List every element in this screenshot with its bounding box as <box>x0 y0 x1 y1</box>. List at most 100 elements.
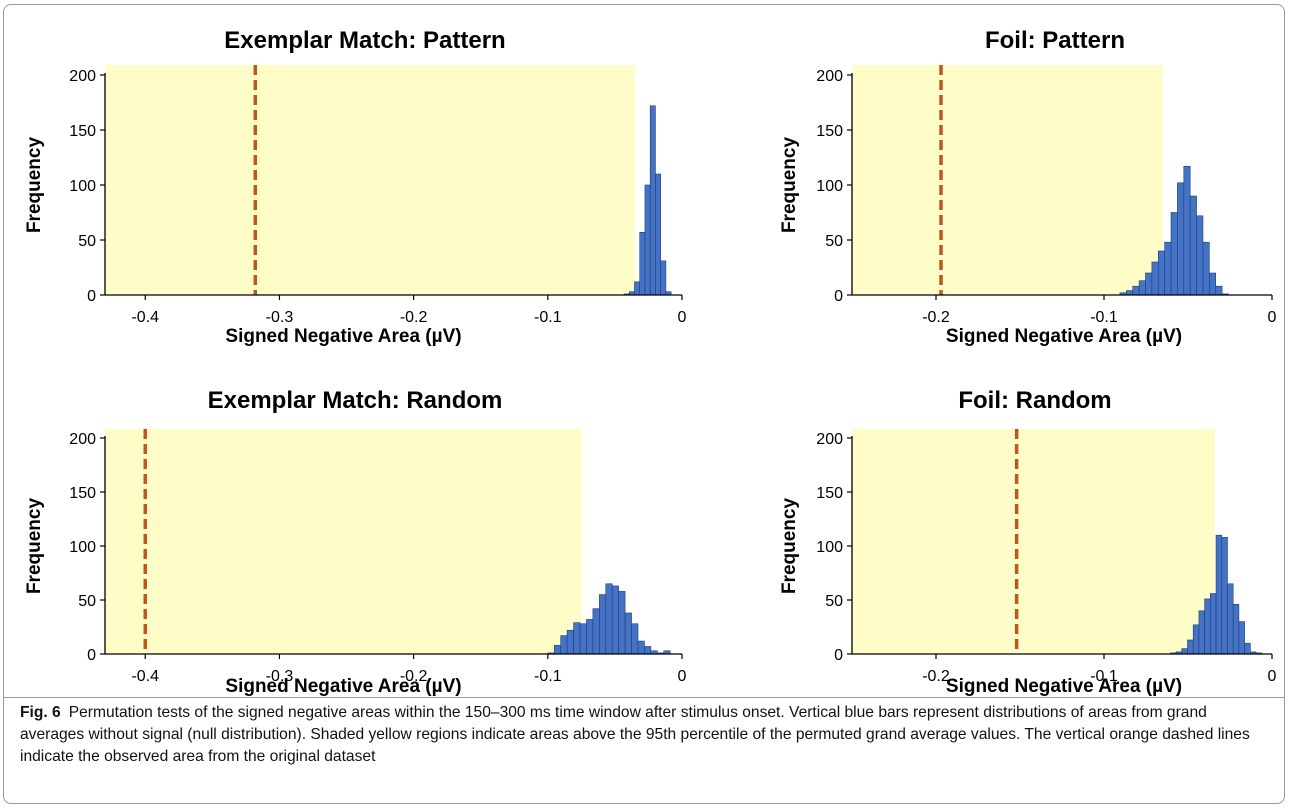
shaded-region <box>852 65 1163 295</box>
x-tick-label: -0.4 <box>131 309 159 326</box>
y-tick-label: 200 <box>816 68 843 85</box>
figure-caption: Fig. 6 Permutation tests of the signed ne… <box>20 702 1270 768</box>
x-tick-label: -0.2 <box>922 668 950 685</box>
histogram-bar <box>1138 280 1146 296</box>
y-tick-label: 100 <box>69 178 96 195</box>
figure-frame <box>3 4 1285 804</box>
x-tick-label: 0 <box>1268 309 1277 326</box>
histogram-bar <box>624 612 632 655</box>
x-tick-label: -0.1 <box>534 668 562 685</box>
x-tick-label: -0.2 <box>400 309 428 326</box>
x-tick-label: 0 <box>678 309 687 326</box>
y-tick-label: 50 <box>825 593 843 610</box>
chart-panel-foil-pattern: 0 50 100 150 200 -0.2 -0.1 0 Foil: Pattern Signed… <box>755 20 1285 365</box>
histogram-bar <box>1189 195 1197 296</box>
histogram-bar <box>618 591 626 655</box>
histogram-bar <box>655 173 661 296</box>
chart-svg: 0 50 100 150 200 -0.4 -0.3 -0.2 -0.1 0 Exemplar Ma… <box>24 27 687 347</box>
histogram-bar <box>644 646 652 655</box>
chart-title: Exemplar Match: Pattern <box>224 27 505 54</box>
chart-panel-exemplar-random: 0 50 100 150 200 -0.4 -0.3 -0.2 -0.1 0 Exemplar Ma… <box>0 382 700 697</box>
chart-svg: 0 50 100 150 200 -0.4 -0.3 -0.2 -0.1 0 Exemplar Ma… <box>24 387 687 697</box>
histogram-bar <box>1164 241 1172 296</box>
chart-title: Foil: Random <box>958 387 1111 414</box>
histogram-bar <box>1132 285 1140 296</box>
histogram-bar <box>553 645 561 655</box>
shaded-region <box>105 65 636 295</box>
y-tick-label: 100 <box>816 539 843 556</box>
y-tick-label: 50 <box>78 593 96 610</box>
histogram-bar <box>1196 215 1204 296</box>
histogram-bar <box>573 622 581 655</box>
y-tick-label: 0 <box>87 288 96 305</box>
histogram-bar <box>1202 241 1210 296</box>
chart-svg: 0 50 100 150 200 -0.2 -0.1 0 Foil: Random Signed … <box>779 387 1277 697</box>
caption-text: Permutation tests of the signed negative… <box>20 704 1250 765</box>
x-tick-label: -0.3 <box>266 309 294 326</box>
caption-divider <box>4 697 1284 698</box>
y-axis-label: Frequency <box>779 498 800 595</box>
histogram-bar <box>611 585 619 655</box>
histogram-bar <box>592 608 600 655</box>
chart-panel-foil-random: 0 50 100 150 200 -0.2 -0.1 0 Foil: Random Signed … <box>755 382 1285 697</box>
histogram-bar <box>605 583 613 655</box>
y-tick-label: 200 <box>816 431 843 448</box>
histogram-bar <box>1151 261 1159 296</box>
histogram-bar <box>644 184 651 296</box>
histogram-bar <box>637 640 645 655</box>
y-tick-label: 50 <box>825 233 843 250</box>
histogram-bar <box>599 594 607 655</box>
histogram-bar <box>631 623 639 655</box>
x-axis-label: Signed Negative Area (µV) <box>225 326 461 347</box>
x-tick-label: -0.4 <box>131 668 159 685</box>
histogram-bar <box>560 635 568 655</box>
chart-title: Foil: Pattern <box>985 27 1125 54</box>
histogram-bar <box>1204 598 1211 655</box>
histogram-bar <box>1177 182 1185 296</box>
y-tick-label: 200 <box>69 431 96 448</box>
histogram-bar <box>1215 285 1223 296</box>
histogram-bar <box>586 619 594 655</box>
y-tick-label: 150 <box>816 123 843 140</box>
histogram-bar <box>1145 272 1153 296</box>
x-tick-label: -0.1 <box>534 309 562 326</box>
x-tick-label: 0 <box>1268 668 1277 685</box>
x-axis-label: Signed Negative Area (µV) <box>225 676 461 697</box>
histogram-bar <box>579 623 587 655</box>
x-tick-label: -0.1 <box>1090 309 1118 326</box>
y-tick-label: 100 <box>69 539 96 556</box>
histogram-bar <box>566 629 574 655</box>
histogram-bar <box>649 105 656 296</box>
chart-title: Exemplar Match: Random <box>208 387 503 414</box>
histogram-bar <box>1232 604 1240 655</box>
histogram-bar <box>1198 610 1205 655</box>
y-tick-label: 200 <box>69 68 96 85</box>
y-axis-label: Frequency <box>779 137 800 234</box>
histogram-bar <box>1238 621 1245 655</box>
y-axis-label: Frequency <box>24 498 45 595</box>
histogram-bar <box>1181 648 1188 655</box>
histogram-bar <box>1244 642 1251 655</box>
histogram-bar <box>639 232 646 296</box>
histogram-bar <box>1126 290 1134 296</box>
histogram-bar <box>1183 166 1191 296</box>
y-axis-label: Frequency <box>24 137 45 234</box>
histogram-bar <box>1170 212 1178 296</box>
chart-panel-exemplar-pattern: 0 50 100 150 200 -0.4 -0.3 -0.2 -0.1 0 Exemplar Ma… <box>0 20 700 365</box>
histogram-bar <box>1221 537 1228 655</box>
x-tick-label: 0 <box>678 668 687 685</box>
histogram-bar <box>1187 639 1194 655</box>
chart-svg: 0 50 100 150 200 -0.2 -0.1 0 Foil: Pattern Signed… <box>779 27 1277 347</box>
x-tick-label: -0.1 <box>1090 668 1118 685</box>
y-tick-label: 150 <box>69 123 96 140</box>
y-tick-label: 150 <box>816 485 843 502</box>
histogram-bar <box>1157 250 1165 296</box>
histogram-bar <box>1192 624 1200 655</box>
y-tick-label: 0 <box>834 288 843 305</box>
histogram-bar <box>634 281 641 296</box>
y-tick-label: 150 <box>69 485 96 502</box>
histogram-bar <box>1210 593 1217 655</box>
y-tick-label: 0 <box>87 647 96 664</box>
histogram-bar <box>1227 583 1234 655</box>
shaded-region <box>852 429 1215 654</box>
